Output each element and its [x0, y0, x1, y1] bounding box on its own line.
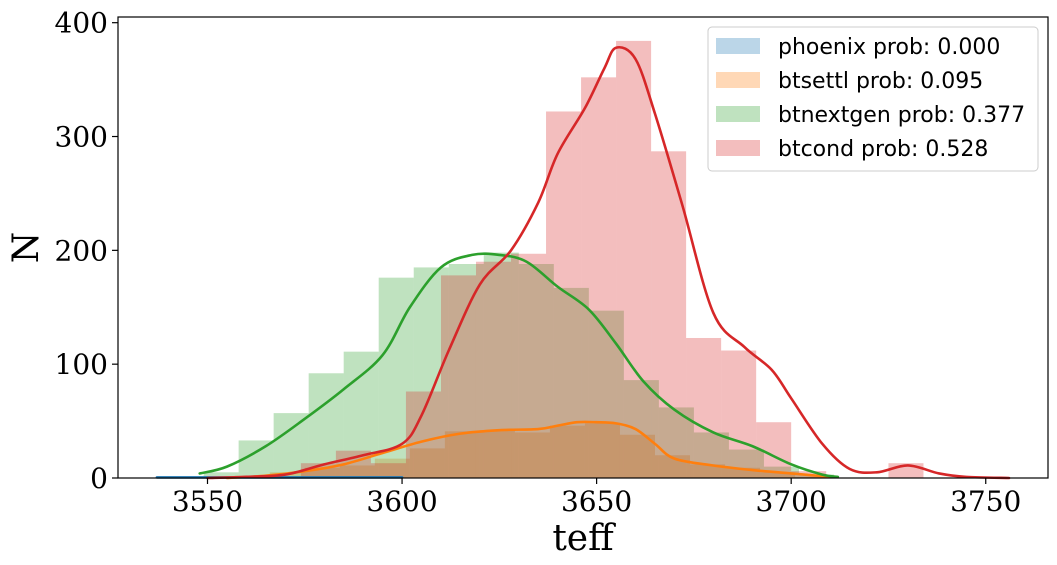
legend-swatch-btnextgen [716, 106, 760, 122]
btcond-bar-9 [581, 77, 617, 478]
btcond-bar-8 [546, 111, 582, 479]
btnextgen-bar-9 [518, 264, 554, 478]
x-tick-label-3750: 3750 [950, 485, 1021, 518]
btsettl-bar-9 [549, 425, 585, 478]
btnextgen-bar-15 [728, 449, 764, 478]
legend-swatch-btcond [716, 140, 760, 156]
x-tick-label-3550: 3550 [172, 485, 243, 518]
x-tick-label-3700: 3700 [756, 485, 827, 518]
btnextgen-bar-2 [273, 413, 309, 478]
btnextgen-bar-0 [203, 472, 239, 478]
btsettl-bar-7 [479, 430, 515, 478]
btnextgen-bar-10 [553, 287, 589, 478]
btsettl-bar-10 [584, 423, 620, 478]
btnextgen-bar-8 [483, 252, 519, 478]
btsettl-bar-15 [760, 472, 796, 478]
btsettl-bar-6 [444, 431, 480, 478]
legend-label-btnextgen: btnextgen prob: 0.377 [778, 103, 1025, 128]
y-axis-label: N [6, 232, 47, 264]
legend-label-phoenix: phoenix prob: 0.000 [778, 35, 1000, 60]
btsettl-bar-8 [514, 432, 550, 478]
btcond-bar-3 [370, 463, 406, 478]
y-tick-label-100: 100 [55, 348, 108, 381]
btsettl-bar-3 [339, 465, 375, 478]
plot-frame [117, 16, 1049, 479]
btsettl-bar-13 [690, 464, 726, 478]
y-tick-label-0: 0 [90, 462, 108, 495]
btcond-bar-10 [616, 40, 652, 478]
y-tick-label-300: 300 [55, 121, 108, 154]
btcond-bar-6 [475, 261, 512, 478]
legend-label-btsettl: btsettl prob: 0.095 [778, 69, 983, 94]
y-axis-ticks: 0 100 200 300 400 [55, 7, 118, 495]
y-tick-label-400: 400 [55, 7, 108, 40]
btsettl-bar-14 [725, 467, 761, 478]
btnextgen-bar-7 [448, 264, 484, 478]
y-tick-label-200: 200 [55, 234, 108, 267]
btcond-bar-12 [686, 337, 722, 478]
btsettl-kde-line [225, 420, 832, 480]
btsettl-bar-5 [409, 448, 445, 478]
x-axis-label: teff [552, 518, 616, 559]
btsettl-bar-11 [619, 434, 655, 478]
x-tick-label-3650: 3650 [561, 485, 632, 518]
histogram-bars [156, 40, 924, 479]
legend-frame [707, 26, 1039, 172]
legend-label-btcond: btcond prob: 0.528 [778, 137, 988, 162]
btnextgen-bar-12 [623, 380, 659, 478]
btcond-bar-5 [440, 275, 476, 478]
legend-swatch-btsettl [716, 72, 760, 88]
x-axis-ticks: 3550 3600 3650 3700 3750 [172, 478, 1021, 518]
x-tick-label-3600: 3600 [366, 485, 437, 518]
legend-swatch-phoenix [716, 38, 760, 54]
btcond-bar-13 [721, 350, 757, 478]
btnextgen-bar-11 [588, 310, 624, 478]
btcond-bar-11 [651, 151, 687, 479]
btnextgen-kde-line [198, 252, 840, 479]
btsettl-bar-2 [304, 467, 340, 478]
btcond-kde-line [206, 46, 1011, 480]
btcond-bar-7 [511, 253, 547, 478]
btnextgen-bar-14 [693, 432, 729, 478]
legend: phoenix prob: 0.000 btsettl prob: 0.095 bt… [707, 26, 1039, 172]
btsettl-bar-4 [374, 458, 410, 478]
